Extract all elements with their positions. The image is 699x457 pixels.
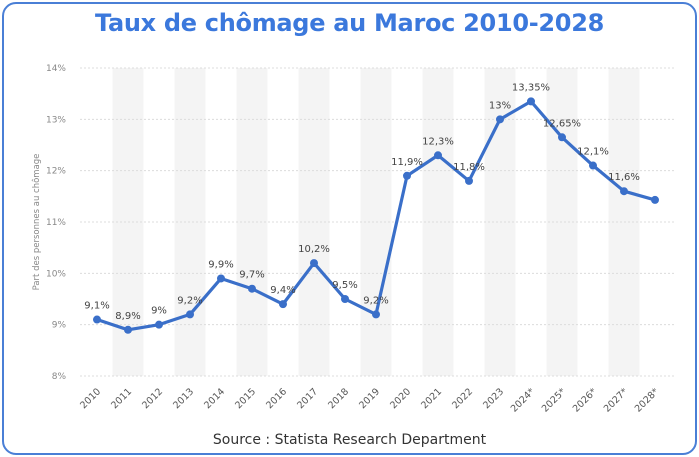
data-point — [155, 320, 163, 329]
x-tick-label: 2011 — [109, 386, 134, 411]
data-point — [558, 133, 566, 142]
x-tick-label: 2028* — [633, 386, 661, 414]
data-point — [589, 161, 597, 170]
x-tick-label: 2015 — [233, 386, 258, 411]
data-label: 13,35% — [512, 82, 550, 93]
y-tick-label: 11% — [46, 218, 66, 228]
data-point — [620, 187, 628, 196]
data-point — [279, 300, 287, 309]
data-point — [372, 310, 380, 319]
y-tick-label: 13% — [46, 115, 66, 125]
x-tick-label: 2025* — [540, 386, 568, 414]
x-tick-label: 2010 — [78, 386, 103, 411]
data-point — [186, 310, 194, 319]
data-label: 9,4% — [270, 285, 295, 296]
chart-title: Taux de chômage au Maroc 2010-2028 — [95, 9, 604, 37]
data-label: 11,6% — [608, 172, 640, 183]
x-tick-label: 2013 — [171, 386, 196, 411]
data-point — [403, 171, 411, 180]
data-point — [93, 315, 101, 324]
y-axis-title: Part des personnes au chômage — [31, 154, 42, 291]
data-point — [310, 259, 318, 268]
y-tick-label: 12% — [46, 167, 66, 177]
data-point — [124, 325, 132, 334]
y-tick-label: 9% — [52, 321, 67, 331]
y-tick-label: 8% — [52, 372, 67, 382]
data-label: 9,9% — [208, 259, 233, 270]
data-label: 9,7% — [239, 270, 264, 281]
data-point — [496, 115, 504, 124]
x-tick-label: 2024* — [509, 386, 537, 414]
data-label: 11,8% — [453, 162, 485, 173]
data-point — [651, 195, 659, 204]
source-credit: Source : Statista Research Department — [212, 432, 487, 448]
data-point — [217, 274, 225, 283]
x-tick-label: 2021 — [419, 386, 444, 411]
data-label: 12,65% — [543, 118, 581, 129]
x-tick-label: 2014 — [202, 386, 227, 411]
data-point — [527, 97, 535, 106]
data-point — [341, 295, 349, 303]
x-tick-label: 2017 — [295, 386, 320, 411]
data-label: 9,5% — [332, 280, 357, 291]
data-point — [434, 151, 442, 160]
data-label: 12,3% — [422, 136, 454, 147]
data-label: 9,1% — [84, 301, 109, 312]
data-label: 11,9% — [391, 157, 423, 168]
x-tick-label: 2020 — [388, 386, 413, 411]
x-tick-label: 2023 — [481, 386, 506, 411]
data-label: 10,2% — [298, 244, 330, 255]
data-label: 9,2% — [177, 295, 202, 306]
data-label: 8,9% — [115, 311, 140, 322]
y-tick-label: 10% — [46, 269, 66, 279]
data-label: 9% — [151, 306, 167, 317]
data-point — [248, 284, 256, 293]
data-label: 9,2% — [363, 295, 388, 306]
x-tick-label: 2022 — [450, 386, 475, 411]
x-tick-label: 2026* — [571, 386, 599, 414]
x-tick-label: 2016 — [264, 386, 289, 411]
data-point — [465, 176, 473, 185]
data-label: 13% — [489, 100, 511, 111]
y-tick-label: 14% — [46, 64, 66, 74]
x-tick-label: 2019 — [357, 386, 382, 411]
data-label: 12,1% — [577, 147, 609, 158]
x-tick-label: 2018 — [326, 386, 351, 411]
x-tick-label: 2012 — [140, 386, 165, 411]
x-tick-label: 2027* — [602, 386, 630, 414]
